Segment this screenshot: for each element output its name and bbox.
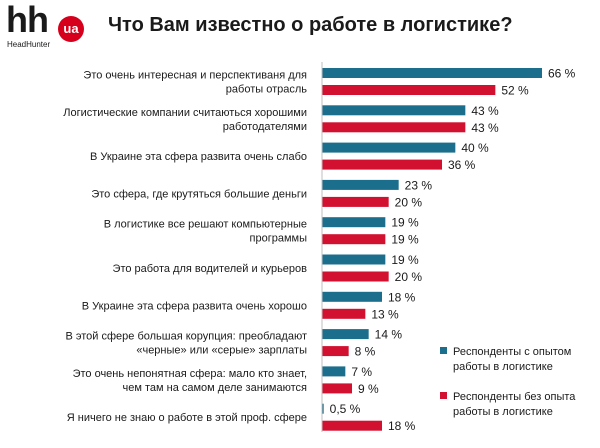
bar-experienced: [322, 329, 369, 340]
category-label: Это очень интересная и перспективаня для…: [83, 70, 307, 96]
data-label: 40 %: [461, 141, 489, 155]
bar-experienced: [322, 217, 386, 228]
bar-no-experience: [322, 122, 466, 133]
data-label: 18 %: [388, 419, 416, 433]
data-label: 20 %: [395, 270, 423, 284]
bar-no-experience: [322, 159, 442, 170]
data-label: 19 %: [391, 253, 419, 267]
data-label: 7 %: [351, 365, 372, 379]
data-label: 13 %: [371, 307, 399, 321]
bar-experienced: [322, 366, 346, 377]
bar-no-experience: [322, 85, 496, 95]
legend-swatch-no-experience: [440, 392, 447, 399]
data-label: 18 %: [388, 290, 416, 304]
data-label: 52 %: [501, 84, 529, 98]
data-label: 0,5 %: [330, 402, 361, 416]
bar-no-experience: [322, 420, 382, 431]
data-label: 19 %: [391, 233, 419, 247]
logo-subtitle: HeadHunter: [7, 40, 51, 49]
bar-experienced: [322, 179, 399, 190]
data-label: 8 %: [355, 345, 376, 359]
bar-experienced: [322, 142, 456, 153]
bar-no-experience: [322, 308, 366, 319]
data-label: 14 %: [375, 328, 403, 342]
bar-experienced: [322, 403, 324, 414]
data-label: 20 %: [395, 195, 423, 209]
category-label: В логистике все решают компьютерные прогр…: [104, 219, 307, 245]
bar-no-experience: [322, 196, 389, 207]
bar-experienced: [322, 68, 542, 78]
data-label: 23 %: [405, 178, 433, 192]
category-label: Это работа для водителей и курьеров: [113, 263, 308, 275]
logo-text: hh: [6, 0, 49, 40]
legend-swatch-experienced: [440, 347, 447, 354]
legend-label-no-experience: Респонденты без опыта работы в логистике: [453, 391, 576, 418]
data-label: 43 %: [471, 121, 499, 135]
data-label: 9 %: [358, 382, 379, 396]
chart-title: Что Вам известно о работе в логистике?: [108, 14, 513, 36]
category-label: Я ничего не знаю о работе в этой проф. с…: [67, 412, 307, 424]
data-label: 36 %: [448, 158, 476, 172]
data-label: 66 %: [548, 67, 576, 81]
category-label: Логистические компании считаються хороши…: [63, 107, 307, 133]
bar-no-experience: [322, 383, 352, 394]
category-label: В этой сфере большая корупция: преоблада…: [66, 331, 308, 357]
data-label: 43 %: [471, 104, 499, 118]
bar-experienced: [322, 291, 382, 302]
bar-experienced: [322, 254, 386, 265]
logo-badge: ua: [58, 16, 84, 42]
bar-experienced: [322, 105, 466, 116]
bar-no-experience: [322, 234, 386, 245]
category-label: В Украине эта сфера развита очень хорошо: [82, 300, 307, 312]
hh-logo: hh ua HeadHunter: [6, 0, 86, 49]
category-label: Это очень непонятная сфера: мало кто зна…: [73, 368, 307, 394]
legend-label-experienced: Респонденты с опытом работы в логистике: [453, 346, 571, 373]
bar-no-experience: [322, 271, 389, 282]
category-label: Это сфера, где крутяться большие деньги: [91, 188, 307, 200]
data-label: 19 %: [391, 216, 419, 230]
category-label: В Украине эта сфера развита очень слабо: [90, 151, 307, 163]
bar-no-experience: [322, 346, 349, 357]
